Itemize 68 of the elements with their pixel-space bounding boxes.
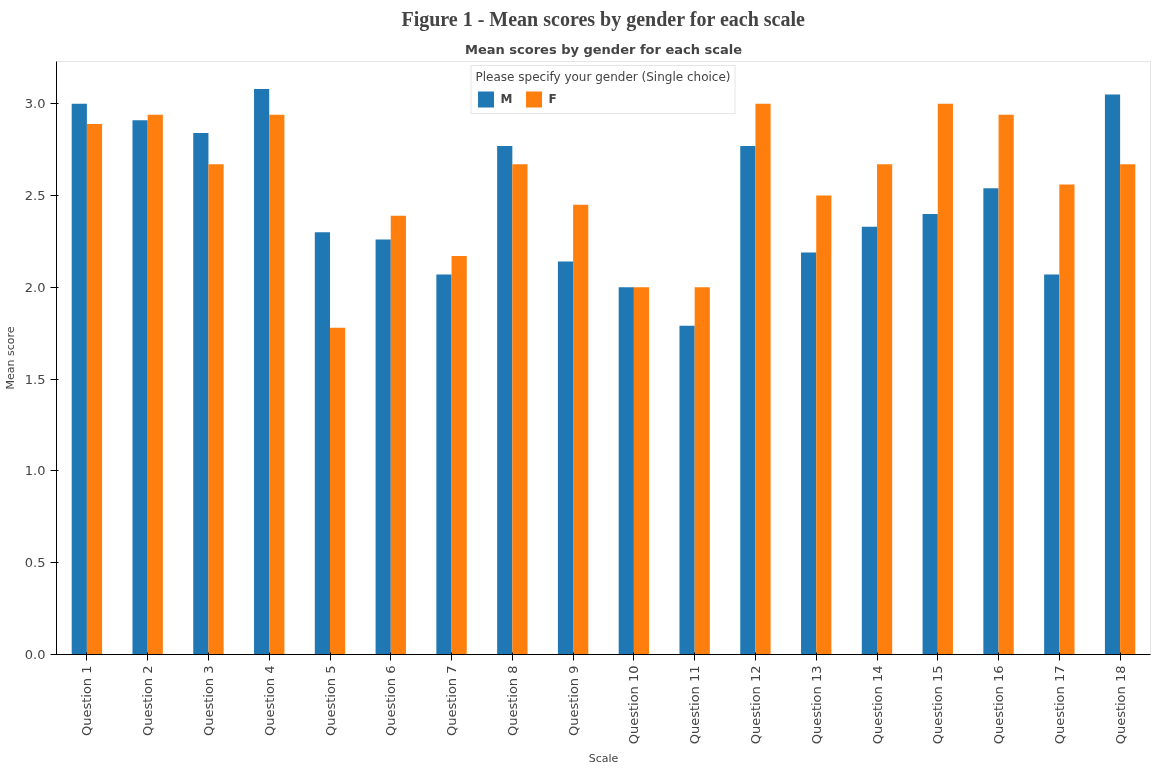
bar: [877, 164, 893, 655]
y-tick-label: 3.0: [24, 96, 46, 112]
x-tick-label: Question 1: [79, 665, 95, 737]
bar: [755, 103, 771, 655]
bar: [269, 114, 285, 655]
bar: [208, 164, 224, 655]
bar: [1120, 164, 1136, 655]
x-tick-label: Question 11: [687, 665, 703, 745]
chart-subtitle: Mean scores by gender for each scale: [465, 41, 743, 57]
x-tick-label: Question 9: [565, 665, 581, 737]
x-tick-label: Question 13: [808, 665, 824, 745]
legend-label: M: [500, 92, 514, 106]
y-tick-label: 1.0: [24, 463, 46, 479]
bar: [922, 213, 938, 655]
bar: [330, 327, 346, 655]
bar: [1044, 274, 1060, 655]
x-tick-label: Question 10: [626, 665, 642, 745]
y-tick-label: 2.5: [24, 188, 46, 204]
x-tick-label: Question 17: [1051, 665, 1067, 745]
bar: [573, 204, 589, 655]
bar: [390, 215, 406, 655]
x-tick-label: Question 6: [383, 665, 399, 737]
bar: [451, 256, 467, 655]
x-axis-title: Scale: [588, 752, 619, 766]
chart-title: Figure 1 - Mean scores by gender for each scale: [401, 7, 805, 31]
bar: [679, 325, 695, 655]
bar: [314, 232, 330, 655]
y-tick-label: 0.5: [24, 555, 46, 571]
x-tick-label: Question 5: [322, 665, 338, 737]
legend-label: F: [548, 92, 558, 106]
bar: [816, 195, 832, 655]
bar: [71, 103, 87, 655]
x-tick-label: Question 14: [869, 665, 885, 745]
bar: [132, 120, 148, 655]
bar: [512, 164, 528, 655]
bar: [694, 287, 710, 655]
bar: [436, 274, 452, 655]
x-tick-label: Question 15: [930, 665, 946, 745]
x-tick-label: Question 7: [444, 665, 460, 737]
legend-title: Please specify your gender (Single choice): [475, 70, 731, 84]
bar: [86, 123, 103, 655]
y-tick-label: 2.0: [24, 279, 46, 295]
x-tick-label: Question 4: [261, 665, 277, 737]
y-tick-label: 0.0: [24, 647, 46, 662]
bar: [740, 145, 756, 655]
x-tick-label: Question 16: [991, 665, 1007, 745]
y-tick-label: 1.5: [24, 371, 46, 387]
bar: [193, 133, 209, 655]
x-tick-label: Question 2: [140, 665, 156, 737]
x-tick-label: Question 3: [200, 665, 216, 737]
bar: [801, 252, 817, 655]
x-tick-label: Question 12: [747, 665, 763, 745]
bar: [1059, 184, 1075, 655]
bar: [375, 239, 391, 655]
bar: [633, 287, 650, 655]
bar: [998, 114, 1014, 655]
x-tick-label: Question 8: [504, 665, 520, 737]
bar: [983, 188, 999, 655]
bar: [147, 114, 163, 655]
y-axis-title: Mean score: [3, 326, 17, 390]
x-tick-label: Question 18: [1112, 665, 1128, 745]
bar: [937, 103, 953, 655]
bar: [497, 145, 513, 655]
bar: [557, 261, 574, 655]
bar: [618, 287, 634, 655]
bar: [254, 89, 270, 655]
bar: [861, 226, 877, 655]
bar: [1104, 94, 1121, 655]
